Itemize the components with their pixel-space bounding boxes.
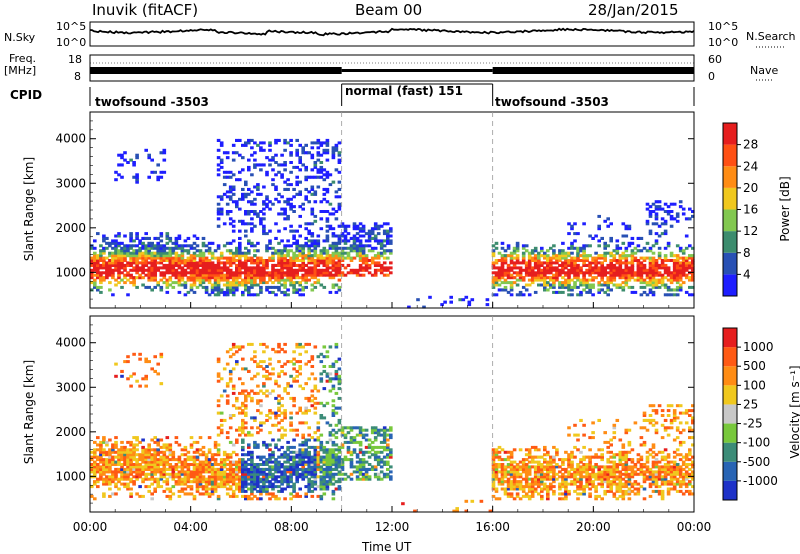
velocity-colorbar-segment-3 — [723, 423, 737, 443]
power-colorbar-segment-4 — [723, 187, 737, 210]
power-colorbar-segment-2 — [723, 231, 737, 253]
nsearch-label: N.Search — [746, 30, 796, 43]
velocity-ytick-label-2: 3000 — [55, 380, 86, 394]
nsky-tick-bottom: 10^0 — [56, 36, 87, 49]
velocity-ytick-label-3: 4000 — [55, 336, 86, 350]
nave-tick-bottom: 0 — [708, 70, 715, 83]
cpid-label: CPID — [10, 88, 43, 102]
power-colorbar-segment-3 — [723, 209, 737, 232]
power-colorbar-label-6: 28 — [743, 138, 758, 152]
velocity-colorbar-segment-6 — [723, 366, 737, 386]
velocity-colorbar-label-6: -500 — [743, 455, 770, 469]
power-colorbar-segment-0 — [723, 274, 737, 296]
station-title: Inuvik (fitACF) — [92, 1, 199, 19]
velocity-colorbar-segment-7 — [723, 347, 737, 367]
power-colorbar-label-2: 12 — [743, 224, 758, 238]
velocity-colorbar-label-1: 500 — [743, 359, 766, 373]
nsky-panel-frame — [89, 21, 695, 47]
nsearch-tick-bottom: 10^0 — [708, 36, 739, 49]
freq-band-1 — [90, 67, 342, 74]
velocity-colorbar-label-7: -1000 — [743, 474, 778, 488]
power-colorbar-label-0: 4 — [743, 267, 751, 281]
velocity-colorbar-frame — [722, 327, 738, 501]
power-ytick-label-3: 4000 — [55, 132, 86, 146]
nsearch-tick-top: 10^5 — [708, 20, 739, 33]
nave-tick-top: 60 — [708, 53, 722, 66]
velocity-heatmap-cells — [90, 342, 695, 513]
velocity-ytick-label-0: 1000 — [55, 469, 86, 483]
power-ytick-label-0: 1000 — [55, 265, 86, 279]
velocity-colorbar-label-2: 100 — [743, 378, 766, 392]
cpid-segment-3: twofsound -3503 — [495, 95, 609, 109]
freq-tick-bottom: 8 — [74, 70, 81, 83]
power-colorbar-segment-1 — [723, 252, 737, 275]
power-colorbar-segment-7 — [723, 123, 737, 145]
power-ytick-label-1: 2000 — [55, 221, 86, 235]
power-colorbar-label-5: 24 — [743, 159, 758, 173]
xaxis-tick-label-1: 04:00 — [173, 520, 208, 534]
nsky-label: N.Sky — [4, 31, 36, 44]
velocity-colorbar-label-5: -100 — [743, 436, 770, 450]
velocity-colorbar-segment-8 — [723, 328, 737, 348]
velocity-ytick-label-1: 2000 — [55, 425, 86, 439]
cpid-segment-2: normal (fast) 151 — [345, 84, 463, 98]
velocity-colorbar-segment-1 — [723, 461, 737, 481]
cpid-segment-1: twofsound -3503 — [95, 95, 209, 109]
freq-label-line2: [MHz] — [4, 64, 37, 77]
velocity-colorbar-label-4: -25 — [743, 417, 763, 431]
xaxis-tick-label-6: 00:00 — [677, 520, 712, 534]
xaxis-tick-label-2: 08:00 — [274, 520, 309, 534]
nave-label: Nave — [750, 64, 779, 77]
xaxis-tick-label-4: 16:00 — [475, 520, 510, 534]
freq-tick-top: 18 — [68, 53, 82, 66]
freq-band-3 — [492, 67, 694, 74]
power-heatmap-cells — [90, 138, 695, 309]
velocity-colorbar-segment-5 — [723, 385, 737, 405]
beam-title: Beam 00 — [355, 1, 423, 19]
power-ytick-label-2: 3000 — [55, 176, 86, 190]
power-colorbar-segment-6 — [723, 144, 737, 167]
velocity-colorbar-label-3: 25 — [743, 397, 758, 411]
date-title: 28/Jan/2015 — [588, 1, 679, 19]
xaxis-label: Time UT — [362, 540, 412, 554]
velocity-colorbar-segment-2 — [723, 442, 737, 462]
nsky-tick-top: 10^5 — [56, 20, 87, 33]
velocity-colorbar-segment-0 — [723, 480, 737, 500]
freq-label-line1: Freq. — [9, 52, 37, 65]
power-colorbar-label-3: 16 — [743, 203, 758, 217]
power-colorbar-label-4: 20 — [743, 181, 758, 195]
xaxis-tick-label-5: 20:00 — [576, 520, 611, 534]
power-colorbar-label-1: 8 — [743, 246, 751, 260]
power-colorbar-segment-5 — [723, 166, 737, 188]
velocity-colorbar-segment-4 — [723, 404, 737, 424]
velocity-colorbar-label-0: 1000 — [743, 340, 774, 354]
xaxis-tick-label-0: 00:00 — [73, 520, 108, 534]
xaxis-tick-label-3: 12:00 — [375, 520, 410, 534]
freq-band-2 — [341, 69, 493, 72]
nsky-trace — [89, 27, 695, 37]
